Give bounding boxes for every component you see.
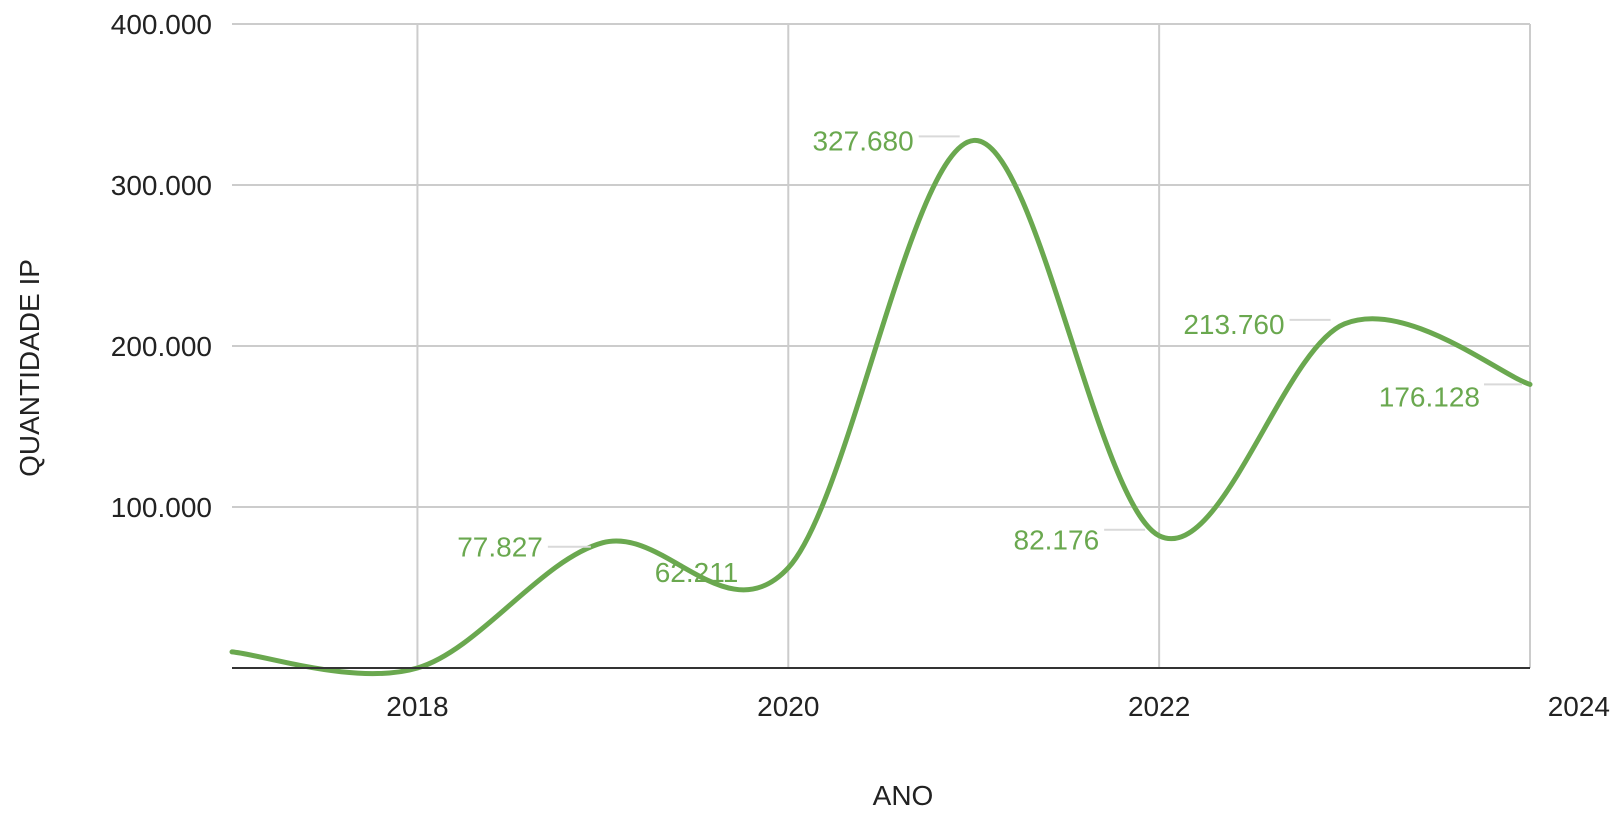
- data-label: 213.760: [1183, 309, 1284, 340]
- y-tick-label: 400.000: [111, 9, 212, 40]
- series-line: [229, 137, 1533, 677]
- y-tick-label: 100.000: [111, 492, 212, 523]
- y-tick-label: 300.000: [111, 170, 212, 201]
- x-tick-label: 2018: [386, 691, 448, 722]
- axes: 100.000 200.000 300.000 400.000 2018 2020 2022…: [111, 9, 1610, 722]
- x-tick-label: 2022: [1128, 691, 1190, 722]
- gridlines: [232, 23, 1531, 668]
- x-tick-label: 2020: [757, 691, 819, 722]
- data-labels: 77.827 62.211 327.680 82.176 213.760 176.128: [457, 125, 1522, 588]
- data-label: 176.128: [1379, 381, 1480, 412]
- data-label: 62.211: [655, 557, 739, 588]
- data-label: 327.680: [812, 125, 913, 156]
- x-axis-title: ANO: [873, 780, 934, 811]
- y-axis-title: QUANTIDADE IP: [14, 259, 45, 477]
- data-label: 82.176: [1014, 525, 1100, 556]
- y-tick-label: 200.000: [111, 331, 212, 362]
- data-label: 77.827: [457, 532, 543, 563]
- series-layer: [229, 137, 1533, 677]
- x-tick-label: 2024: [1548, 691, 1610, 722]
